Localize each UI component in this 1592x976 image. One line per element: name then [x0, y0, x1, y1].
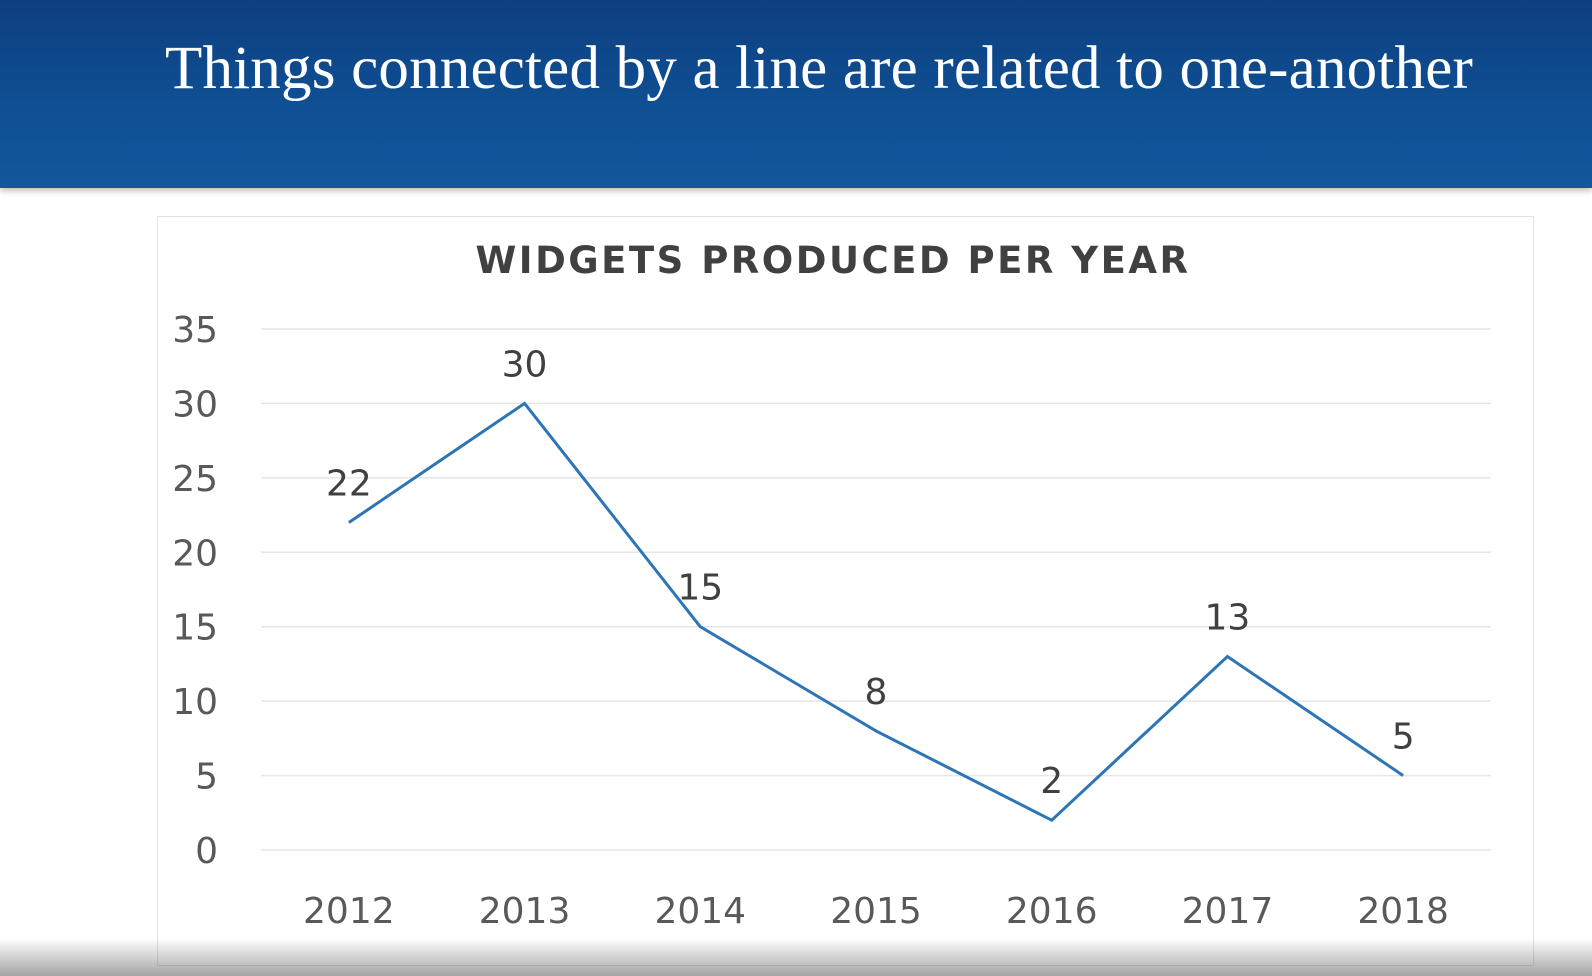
x-tick-label: 2013 — [479, 891, 571, 932]
slide-header: Things connected by a line are related t… — [0, 0, 1592, 188]
x-tick-label: 2018 — [1357, 891, 1449, 932]
data-label: 5 — [1392, 717, 1415, 758]
x-axis-ticks: 2012 2013 2014 2015 2016 2017 2018 — [303, 891, 1449, 932]
y-tick-label: 20 — [172, 533, 218, 574]
y-tick-label: 25 — [172, 459, 218, 500]
data-label: 15 — [677, 568, 723, 609]
data-label: 2 — [1040, 761, 1063, 802]
y-tick-label: 30 — [172, 384, 218, 425]
chart-frame: WIDGETS PRODUCED PER YEAR 0 5 10 15 20 25 30 35… — [157, 216, 1534, 966]
y-tick-label: 0 — [195, 831, 218, 872]
y-tick-label: 10 — [172, 682, 218, 723]
line-chart: WIDGETS PRODUCED PER YEAR 05101520253035… — [172, 239, 1491, 932]
chart-title: WIDGETS PRODUCED PER YEAR — [475, 239, 1190, 282]
series-line — [348, 401, 1404, 823]
y-tick-label: 35 — [172, 310, 218, 351]
data-label: 8 — [865, 672, 888, 713]
x-tick-label: 2012 — [303, 891, 395, 932]
y-axis-ticks: 0 5 10 15 20 25 30 35 — [172, 310, 218, 872]
video-bottom-shadow — [0, 938, 1592, 976]
x-tick-label: 2015 — [830, 891, 922, 932]
data-label: 22 — [326, 464, 372, 505]
x-tick-label: 2016 — [1006, 891, 1098, 932]
data-label: 13 — [1205, 597, 1251, 638]
slide-title: Things connected by a line are related t… — [165, 35, 1473, 102]
y-tick-label: 5 — [195, 757, 218, 798]
data-labels: 22 30 15 8 2 13 5 — [326, 344, 1415, 802]
data-label: 30 — [502, 344, 548, 385]
y-tick-label: 15 — [172, 608, 218, 649]
series-line-layer — [348, 401, 1404, 823]
x-tick-label: 2017 — [1182, 891, 1274, 932]
gridlines — [261, 328, 1491, 851]
x-tick-label: 2014 — [654, 891, 746, 932]
